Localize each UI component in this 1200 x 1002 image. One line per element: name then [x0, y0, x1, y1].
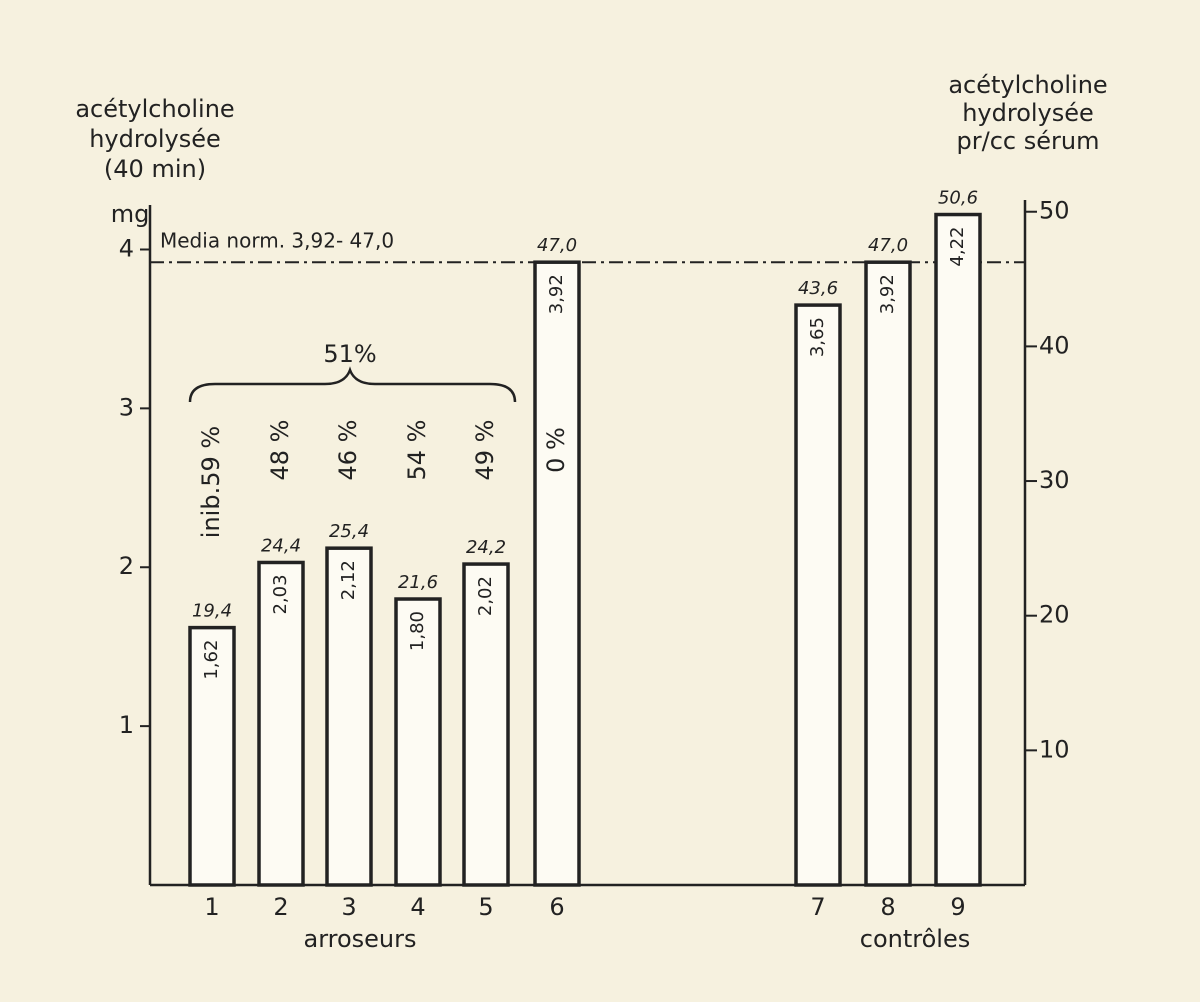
x-tick-label: 9 — [950, 893, 965, 921]
bar — [257, 560, 305, 887]
reference-label: Media norm. 3,92- 47,0 — [160, 229, 394, 253]
inhibition-label: 49 % — [471, 420, 499, 481]
bar — [394, 597, 442, 887]
value-label: 1,62 — [201, 640, 222, 680]
value-label-y2: 24,4 — [261, 535, 301, 556]
inhibition-label: 0 % — [542, 427, 570, 473]
x-tick-label: 3 — [341, 893, 356, 921]
y-tick-label: 3 — [119, 393, 134, 421]
value-label-y2: 24,2 — [466, 537, 506, 558]
bar — [794, 303, 842, 887]
value-label: 3,92 — [546, 274, 567, 314]
y2-axis-title: pr/cc sérum — [957, 127, 1100, 155]
y-axis-title: (40 min) — [104, 155, 206, 183]
value-label-y2: 25,4 — [329, 521, 369, 542]
value-label-y2: 47,0 — [537, 235, 577, 256]
y2-tick-label: 10 — [1039, 735, 1070, 763]
y-unit: mg — [111, 200, 150, 228]
group-label: arroseurs — [303, 925, 416, 953]
x-tick-label: 6 — [549, 893, 564, 921]
group-annotation: 51% — [323, 340, 376, 368]
value-label: 1,80 — [407, 611, 428, 651]
value-label: 2,12 — [338, 560, 359, 600]
y-axis-title: acétylcholine — [75, 95, 234, 123]
value-label-y2: 43,6 — [798, 278, 838, 299]
inhibition-label: inib.59 % — [197, 426, 225, 538]
x-tick-label: 5 — [478, 893, 493, 921]
y2-tick-label: 20 — [1039, 601, 1070, 629]
group-label: contrôles — [860, 925, 970, 953]
y-axis-title: hydrolysée — [89, 125, 221, 153]
inhibition-label: 54 % — [403, 420, 431, 481]
bar — [188, 625, 236, 887]
y2-tick-label: 50 — [1039, 197, 1070, 225]
bar — [864, 260, 912, 887]
x-tick-label: 7 — [810, 893, 825, 921]
inhibition-label: 48 % — [266, 420, 294, 481]
y-tick-label: 4 — [119, 234, 134, 262]
value-label: 3,92 — [877, 274, 898, 314]
bar — [934, 212, 982, 887]
value-label: 4,22 — [947, 226, 968, 266]
y2-tick-label: 40 — [1039, 331, 1070, 359]
y-tick-label: 1 — [119, 711, 134, 739]
x-tick-label: 1 — [204, 893, 219, 921]
value-label-y2: 50,6 — [938, 188, 978, 209]
y2-axis-title: acétylcholine — [948, 71, 1107, 99]
y2-tick-label: 30 — [1039, 466, 1070, 494]
y-tick-label: 2 — [119, 552, 134, 580]
value-label: 2,02 — [475, 576, 496, 616]
bar — [462, 562, 510, 887]
x-tick-label: 4 — [410, 893, 425, 921]
x-tick-label: 8 — [880, 893, 895, 921]
value-label-y2: 21,6 — [398, 572, 438, 593]
value-label: 3,65 — [807, 317, 828, 357]
y2-axis-title: hydrolysée — [962, 99, 1094, 127]
inhibition-label: 46 % — [334, 420, 362, 481]
value-label-y2: 47,0 — [868, 235, 908, 256]
bar — [533, 260, 581, 887]
value-label-y2: 19,4 — [192, 601, 232, 622]
value-label: 2,03 — [270, 574, 291, 614]
bar — [325, 546, 373, 887]
brace — [188, 366, 517, 403]
x-tick-label: 2 — [273, 893, 288, 921]
